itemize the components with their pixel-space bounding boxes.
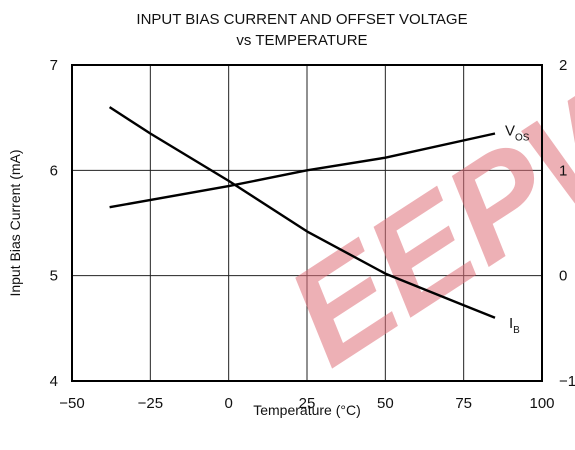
watermark: EEPW	[261, 33, 575, 395]
y-axis-label: Input Bias Current (mA)	[7, 149, 23, 296]
watermark-logo: EEPW	[261, 33, 575, 395]
chart-subtitle: vs TEMPERATURE	[236, 32, 367, 49]
y2-tick-label: 0	[559, 268, 567, 285]
x-tick-label: 0	[224, 395, 232, 412]
series-line-vos	[109, 132, 496, 209]
y-tick-label: 6	[50, 162, 58, 179]
x-tick-label: 100	[529, 395, 554, 412]
y-tick-label: 4	[50, 373, 58, 390]
y2-tick-label: −1	[559, 373, 575, 390]
x-axis-label: Temperature (°C)	[253, 402, 361, 418]
y2-tick-label: 1	[559, 162, 567, 179]
x-tick-label: −25	[138, 395, 163, 412]
plot-area	[71, 64, 543, 382]
y2-tick-label: 2	[559, 57, 567, 74]
x-tick-label: 25	[299, 395, 316, 412]
y-tick-label: 7	[50, 57, 58, 74]
series-label-ib: IB	[509, 315, 520, 336]
x-tick-label: 75	[455, 395, 472, 412]
series-line-ib	[108, 106, 496, 319]
x-tick-label: −50	[59, 395, 84, 412]
y-tick-label: 5	[50, 268, 58, 285]
x-tick-label: 50	[377, 395, 394, 412]
tick-labels: −50 −25 0 25 50 75 100 4 5 6 7 −1 0 1 2	[50, 57, 575, 412]
chart-title: INPUT BIAS CURRENT AND OFFSET VOLTAGE	[136, 11, 467, 28]
